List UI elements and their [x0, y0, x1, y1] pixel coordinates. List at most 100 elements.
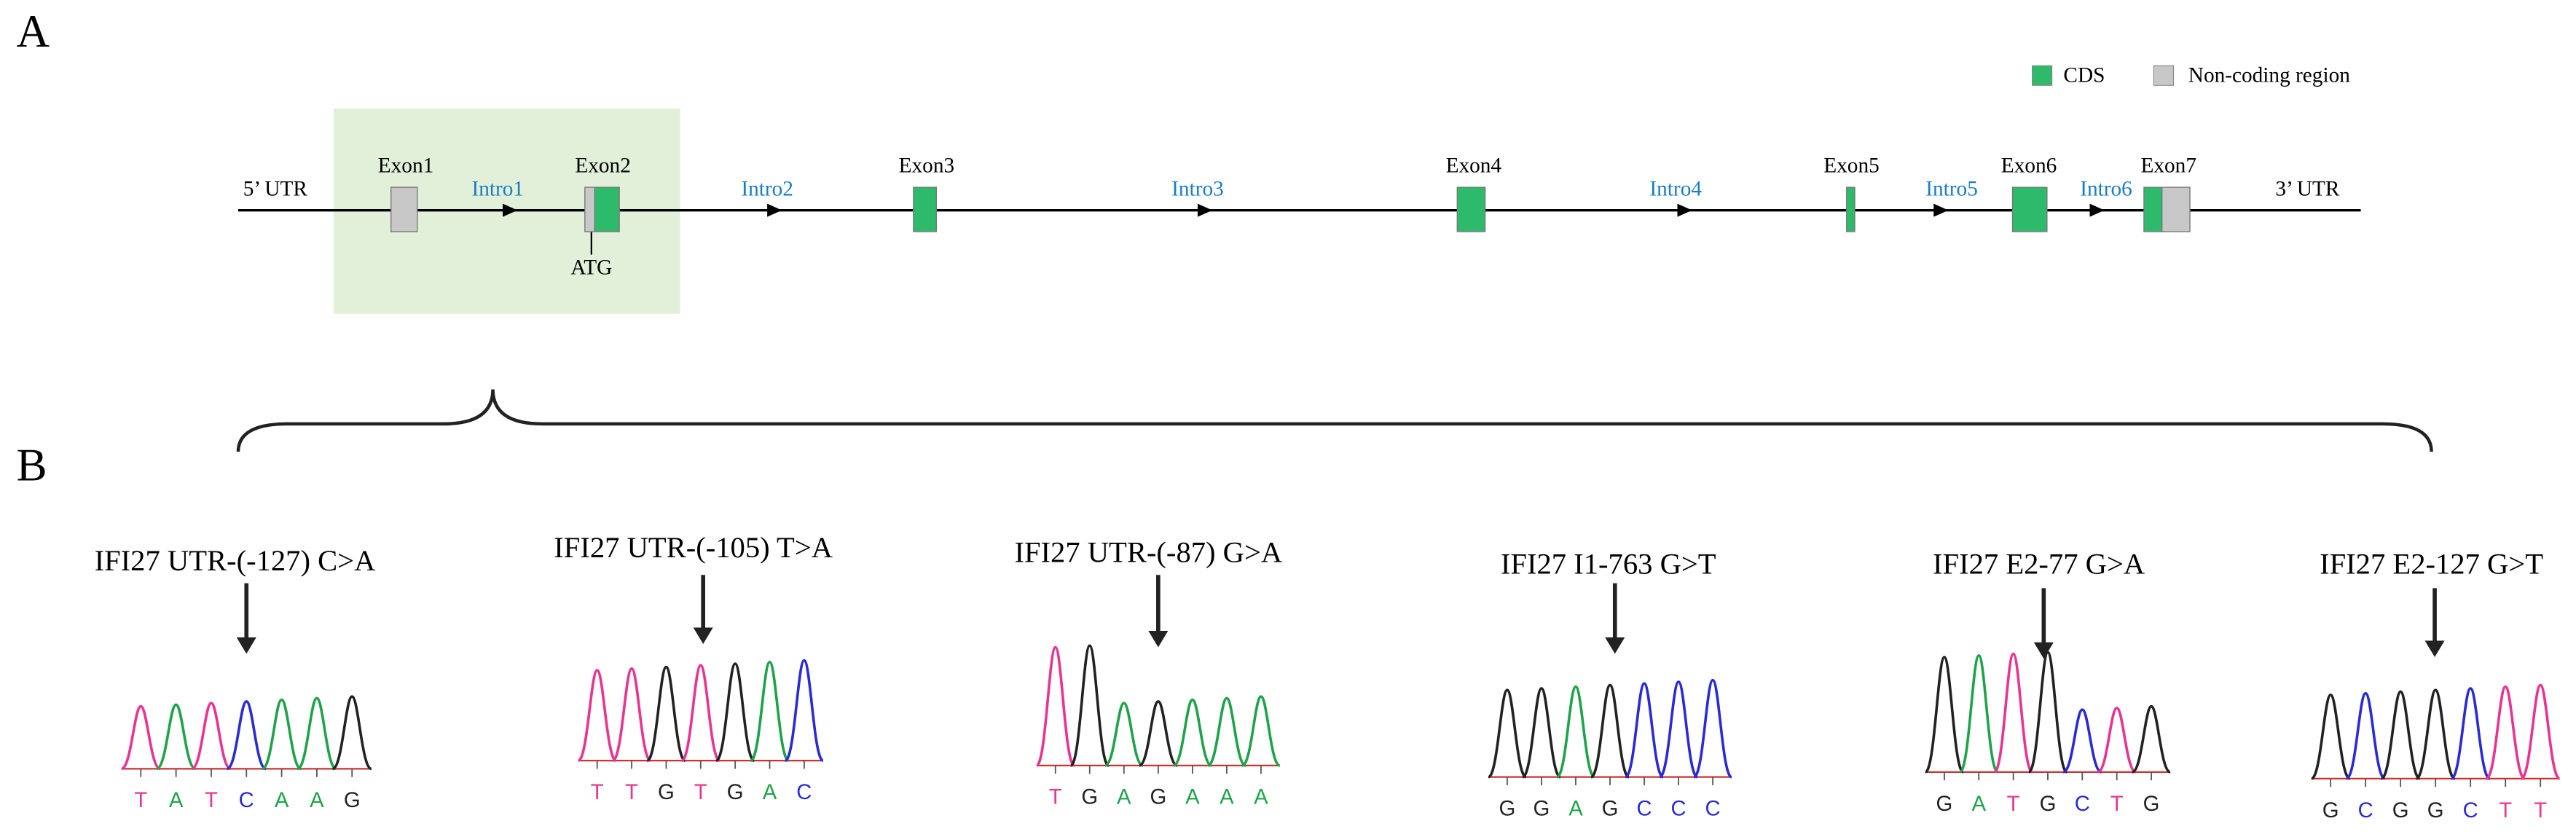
base-letter: C	[1636, 797, 1652, 821]
chromatogram-peak	[680, 664, 721, 762]
base-letter: T	[205, 788, 218, 812]
exon-label: Exon1	[378, 154, 434, 178]
legend-swatch	[2031, 65, 2053, 86]
base-letter: G	[1534, 797, 1550, 821]
base-letter: G	[658, 780, 675, 804]
arrow-head	[2424, 640, 2445, 658]
chromatogram-peak	[1069, 644, 1110, 767]
legend-label: CDS	[2063, 64, 2105, 87]
base-letter: A	[169, 788, 184, 812]
intron-arrow	[1677, 203, 1692, 217]
arrow-head	[1148, 630, 1169, 648]
base-letter: C	[1670, 797, 1686, 821]
chromatogram-peak	[1958, 653, 2000, 774]
trace-title: IFI27 I1-763 G>T	[1501, 547, 1716, 580]
base-letter: C	[2358, 798, 2373, 822]
base-letter: G	[727, 780, 744, 804]
base-letter: T	[625, 780, 638, 804]
base-letter: G	[2322, 798, 2339, 822]
trace-title: IFI27 UTR-(-127) C>A	[95, 544, 376, 577]
base-letter: G	[1602, 797, 1619, 821]
arrow-head	[236, 637, 256, 654]
base-letter: A	[310, 788, 324, 812]
chromatogram-peak	[1624, 682, 1665, 779]
intron-label: Intro1	[471, 177, 524, 200]
chromatogram-peak	[611, 667, 652, 762]
chromatogram-peak	[156, 703, 197, 771]
chromatogram-peak	[749, 661, 790, 762]
base-letter: C	[2075, 792, 2090, 816]
base-letter: C	[239, 788, 254, 812]
base-letter: A	[1117, 785, 1131, 809]
chromatogram-peak	[2345, 691, 2386, 780]
chromatogram-peak	[2485, 685, 2526, 780]
legend-swatch	[2153, 65, 2175, 86]
base-letter: A	[763, 780, 777, 804]
chromatogram-peak	[1139, 700, 1178, 767]
chromatogram-peak	[645, 665, 687, 762]
arrow-head	[1605, 637, 1625, 654]
base-letter: A	[1971, 792, 1986, 816]
base-letter: T	[2110, 792, 2124, 816]
exon	[2143, 186, 2163, 232]
legend-label: Non-coding region	[2188, 64, 2350, 87]
panel-label: B	[17, 439, 47, 490]
chromatogram-peak	[577, 669, 617, 762]
brace	[236, 389, 2433, 452]
atg-label: ATG	[570, 256, 612, 280]
chromatogram-peak	[2450, 687, 2491, 780]
base-letter: G	[1499, 797, 1515, 821]
exon	[1456, 186, 1486, 232]
intron-arrow	[1197, 203, 1213, 217]
chromatogram-peak	[331, 695, 372, 771]
base-letter: G	[2040, 792, 2057, 816]
chromatogram-peak	[1207, 696, 1246, 767]
base-letter: G	[1081, 785, 1098, 809]
intron-label: Intro3	[1171, 177, 1224, 200]
chromatogram-peak	[1521, 687, 1562, 779]
utr-label: 5’ UTR	[243, 177, 308, 200]
base-letter: G	[344, 788, 361, 812]
exon	[913, 186, 938, 232]
exon-label: Exon3	[899, 154, 955, 178]
chromatogram-peak	[2310, 693, 2351, 780]
base-letter: G	[1936, 792, 1953, 816]
chromatogram-peak	[1590, 683, 1630, 779]
base-letter: T	[2499, 798, 2512, 822]
base-letter: A	[1254, 785, 1268, 809]
intron-arrow	[767, 203, 782, 217]
trace-title: IFI27 UTR-(-105) T>A	[554, 531, 833, 564]
intron-label: Intro2	[741, 177, 793, 200]
exon-label: Exon4	[1446, 154, 1502, 178]
base-letter: T	[694, 780, 707, 804]
exon-label: Exon2	[575, 154, 630, 178]
base-letter: C	[2463, 798, 2478, 822]
base-letter: T	[134, 788, 147, 812]
chromatogram-peak	[262, 698, 302, 771]
base-letter: T	[2534, 798, 2547, 822]
chromatogram-peak	[191, 702, 232, 771]
chromatogram-peak	[297, 696, 337, 771]
chromatogram-peak	[784, 659, 825, 762]
chromatogram-peak	[2062, 708, 2102, 774]
base-letter: A	[275, 788, 289, 812]
chromatogram-peak	[2132, 704, 2172, 774]
base-letter: A	[1185, 785, 1200, 809]
base-letter: C	[1705, 797, 1721, 821]
exon-label: Exon7	[2140, 154, 2196, 178]
exon	[594, 186, 620, 232]
exon-label: Exon6	[2001, 154, 2057, 178]
chromatogram-peak	[2027, 651, 2068, 774]
chromatogram-peak	[1104, 702, 1144, 767]
exon	[390, 186, 418, 232]
chromatogram-peak	[1692, 678, 1733, 779]
chromatogram-peak	[2520, 683, 2561, 780]
base-letter: G	[2427, 798, 2444, 822]
exon-label: Exon5	[1823, 154, 1880, 178]
chromatogram-peak	[715, 662, 755, 762]
trace-title: IFI27 E2-77 G>A	[1933, 547, 2145, 580]
chromatogram-peak	[1035, 645, 1076, 767]
base-letter: A	[1220, 785, 1234, 809]
intron-label: Intro6	[2080, 177, 2132, 200]
